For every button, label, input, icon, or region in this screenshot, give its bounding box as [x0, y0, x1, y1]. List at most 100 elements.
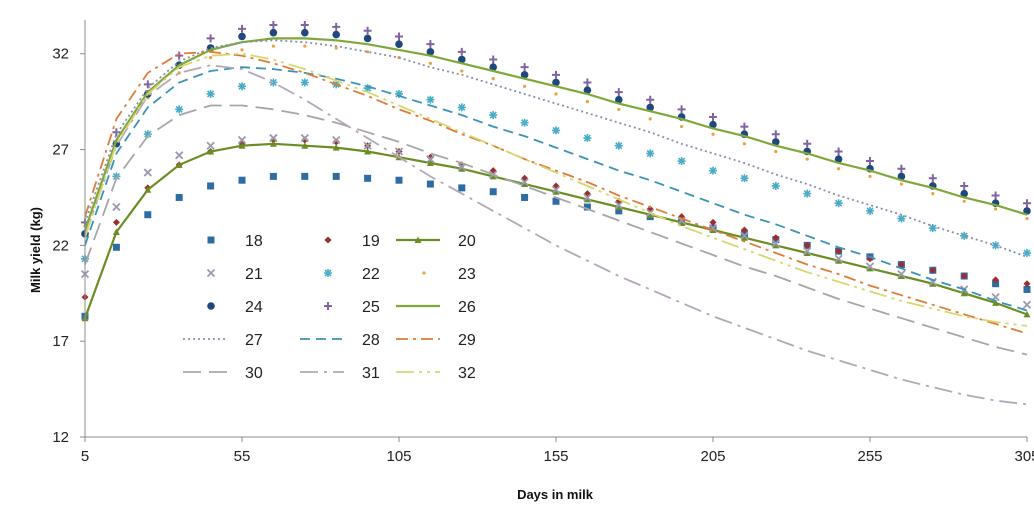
data-point [740, 174, 749, 183]
data-point [771, 239, 780, 248]
data-point [680, 124, 684, 129]
legend-label: 19 [362, 233, 380, 250]
data-point [554, 92, 558, 96]
data-point [363, 34, 372, 43]
data-point [897, 172, 906, 181]
data-point [771, 130, 780, 139]
x-tick-label: 5 [81, 448, 89, 465]
data-point [614, 200, 623, 210]
data-point [491, 77, 495, 81]
legend-item-28: 28 [300, 332, 380, 349]
data-point [992, 280, 1000, 288]
series-line-31 [84, 64, 1028, 406]
data-point [617, 107, 621, 111]
data-point [834, 155, 843, 163]
y-tick-label: 22 [52, 237, 69, 254]
data-point [929, 266, 937, 274]
data-point [677, 105, 686, 114]
data-point [332, 138, 340, 146]
legend-label: 22 [362, 266, 380, 283]
x-tick-label: 55 [234, 448, 251, 465]
data-point [708, 223, 718, 233]
data-point [805, 157, 809, 161]
data-point [866, 264, 874, 272]
data-point [301, 142, 309, 149]
data-point [458, 184, 466, 192]
legend-item-24: 24 [207, 299, 263, 316]
data-point [143, 130, 152, 139]
legend-swatch [324, 236, 332, 244]
data-point [709, 166, 717, 175]
legend-item-31: 31 [300, 365, 380, 382]
x-tick-label: 205 [700, 448, 725, 465]
data-point [175, 193, 183, 201]
series-line-27 [84, 39, 1028, 258]
y-tick-label: 17 [52, 333, 69, 350]
legend-swatch [324, 302, 332, 310]
legend-label: 27 [245, 332, 263, 349]
data-point [112, 202, 121, 212]
data-point [552, 126, 560, 135]
data-point [991, 191, 1000, 200]
data-point [1025, 216, 1029, 221]
series-27 [84, 39, 1028, 258]
legend-swatch [324, 269, 332, 277]
data-point [269, 136, 277, 144]
data-point [583, 134, 592, 143]
data-point [395, 32, 403, 41]
x-tick-label: 155 [543, 448, 568, 465]
data-point [994, 207, 998, 211]
legend-item-30: 30 [183, 365, 263, 382]
data-point [238, 32, 246, 41]
data-point [457, 47, 466, 56]
data-point [271, 44, 275, 48]
data-point [931, 192, 935, 196]
legend-item-25: 25 [324, 299, 380, 316]
data-point [303, 44, 307, 48]
data-point [740, 226, 748, 234]
axes: 1217222732555105155205255305 [52, 20, 1034, 465]
data-point [175, 151, 184, 160]
data-point [426, 159, 434, 166]
data-point [521, 180, 529, 188]
data-point [489, 188, 497, 196]
data-point [740, 231, 749, 240]
data-point [1023, 207, 1031, 215]
data-point [929, 280, 937, 287]
data-point [334, 46, 338, 50]
data-point [269, 133, 278, 143]
series-22 [81, 78, 1031, 263]
data-point [772, 241, 780, 249]
legend-label: 18 [245, 233, 263, 250]
data-point [112, 172, 121, 181]
data-point [428, 61, 432, 65]
data-point [646, 211, 654, 218]
data-point [552, 188, 560, 195]
data-point [112, 218, 120, 226]
data-point [458, 55, 466, 64]
legend-item-19: 19 [324, 233, 380, 250]
data-point [678, 218, 686, 226]
data-point [1023, 249, 1031, 258]
series-29 [84, 50, 1028, 335]
data-point [426, 95, 435, 104]
data-point [332, 30, 341, 39]
data-point [112, 128, 121, 137]
series-28 [84, 66, 1028, 312]
data-point [489, 63, 498, 71]
data-point [426, 40, 435, 49]
data-point [1022, 300, 1032, 309]
legend-label: 21 [245, 266, 263, 283]
data-point [426, 180, 434, 188]
legend-label: 25 [362, 299, 380, 316]
data-point [615, 203, 623, 211]
data-point [551, 185, 561, 194]
data-point [363, 141, 372, 150]
data-point [1023, 280, 1031, 288]
data-point [960, 272, 968, 280]
data-point [144, 186, 152, 193]
data-point [301, 136, 309, 144]
data-point [928, 224, 937, 233]
data-point [269, 140, 277, 147]
series-31 [84, 64, 1028, 406]
